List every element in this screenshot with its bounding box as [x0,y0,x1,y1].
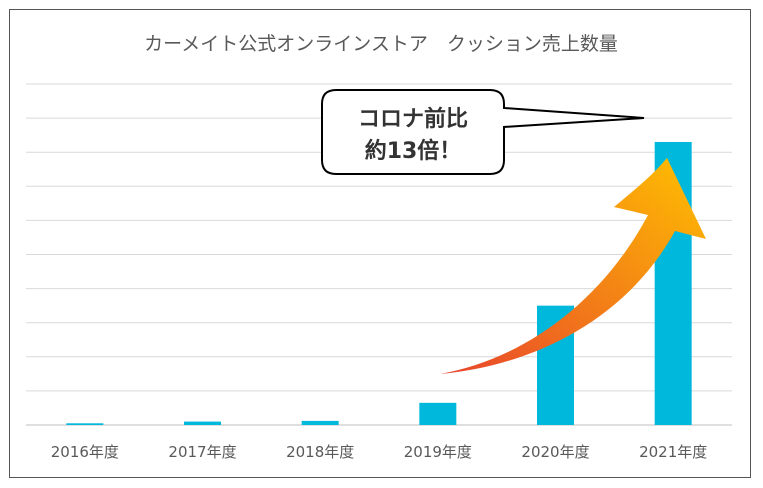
x-tick-label: 2017年度 [168,443,236,461]
x-tick-label: 2019年度 [404,443,472,461]
chart-frame [9,9,751,478]
growth-arrow [440,158,706,374]
bar-2016年度 [66,423,104,425]
bar-2018年度 [301,420,339,425]
bar-2017年度 [184,421,221,425]
x-tick-label: 2021年度 [639,443,707,461]
bars [66,141,692,425]
x-tick-label: 2020年度 [521,443,589,461]
chart-title: カーメイト公式オンラインストア クッション売上数量 [144,33,618,55]
callout-bubble [321,89,645,175]
x-tick-label: 2016年度 [51,443,119,461]
callout-line-1: コロナ前比 [358,106,468,132]
x-tick-label: 2018年度 [286,443,354,461]
callout-line-2: 約13倍！ [365,138,462,164]
bar-2019年度 [419,402,457,425]
x-axis-ticks: 2016年度 2017年度 2018年度 2019年度 2020年度 2021年度 [51,443,708,461]
